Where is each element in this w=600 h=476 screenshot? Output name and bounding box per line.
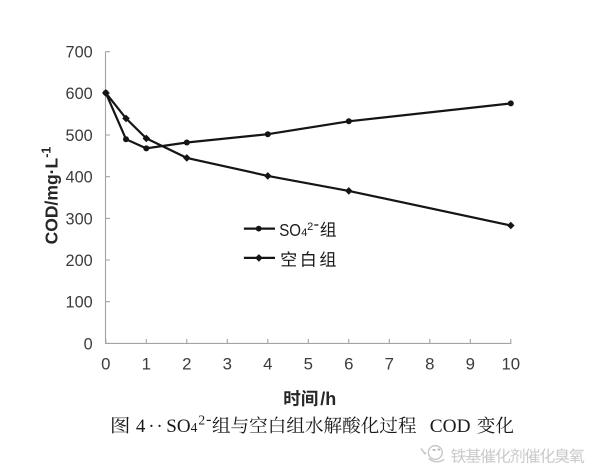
svg-text:4: 4 [301,227,307,239]
svg-text:10: 10 [501,354,520,373]
svg-text:2: 2 [307,221,313,233]
svg-text:9: 9 [466,354,475,373]
svg-text:600: 600 [66,85,93,103]
svg-text:/h: /h [320,389,336,409]
svg-text:COD/mg·L-1: COD/mg·L-1 [40,147,62,245]
svg-text:2: 2 [198,413,205,428]
svg-text:SO: SO [279,220,301,240]
svg-text:0: 0 [84,335,93,353]
svg-text:1: 1 [142,354,151,373]
svg-text:·: · [156,416,162,437]
svg-text:400: 400 [66,169,93,187]
svg-text:5: 5 [304,354,313,373]
svg-text:4: 4 [263,354,272,373]
svg-text:300: 300 [66,210,93,228]
svg-text:4: 4 [191,420,198,435]
svg-text:3: 3 [223,354,232,373]
svg-text:0: 0 [101,354,110,373]
svg-text:100: 100 [66,294,93,312]
svg-text:6: 6 [344,354,353,373]
svg-text:4: 4 [136,416,146,437]
svg-text:500: 500 [66,127,93,145]
svg-text:200: 200 [66,252,93,270]
svg-text:700: 700 [66,44,93,62]
svg-text:·: · [148,416,154,437]
svg-text:7: 7 [385,354,394,373]
svg-text:2: 2 [182,354,191,373]
svg-text:COD: COD [430,416,471,437]
svg-text:8: 8 [425,354,434,373]
svg-text:SO: SO [166,416,190,437]
